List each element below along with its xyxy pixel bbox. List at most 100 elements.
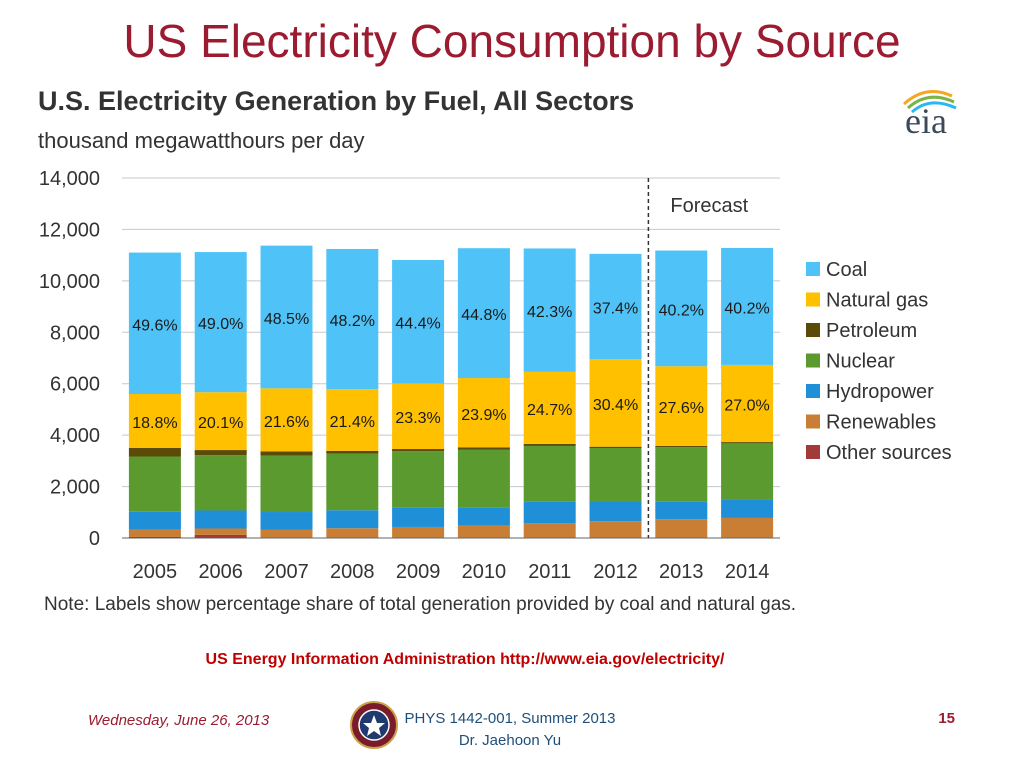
legend-label: Coal [826, 259, 867, 281]
y-tick-label: 6,000 [50, 374, 100, 396]
bar-segment [260, 512, 313, 530]
coal-share-label: 40.2% [724, 300, 769, 317]
legend-swatch [806, 384, 820, 398]
source-citation: US Energy Information Administration htt… [205, 651, 725, 668]
coal-share-label: 40.2% [659, 302, 704, 319]
y-tick-label: 8,000 [50, 322, 100, 344]
legend-swatch [806, 445, 820, 459]
x-tick-label: 2013 [659, 561, 704, 583]
coal-share-label: 44.8% [461, 307, 506, 324]
bar-segment [523, 445, 576, 502]
x-tick-label: 2007 [264, 561, 309, 583]
legend-swatch [806, 414, 820, 429]
bar-segment [589, 359, 642, 447]
bar-segment [260, 451, 313, 456]
coal-share-label: 49.0% [198, 316, 243, 333]
bar-segment [523, 523, 576, 538]
x-tick-label: 2006 [198, 561, 243, 583]
bar-segment [194, 392, 247, 451]
eia-logo-arcs [902, 90, 957, 114]
bar-segment [392, 260, 445, 384]
gas-share-label: 23.9% [461, 407, 506, 424]
footer-date: Wednesday, June 26, 2013 [88, 712, 270, 729]
bar-segment [655, 501, 708, 520]
bar-segment [326, 389, 379, 451]
legend-label: Other sources [826, 442, 952, 464]
bar-segment [457, 449, 510, 508]
bar-segment [128, 529, 181, 537]
bar-segment [392, 526, 445, 538]
bar-segment [194, 450, 247, 456]
bar-segment [589, 446, 642, 448]
bar-segment [721, 247, 774, 365]
bar-segment [589, 537, 642, 538]
instructor-name: Dr. Jaehoon Yu [458, 732, 562, 749]
y-tick-label: 12,000 [39, 219, 100, 241]
bar-segment [457, 537, 510, 538]
coal-share-label: 37.4% [593, 301, 638, 318]
bar-segment [260, 529, 313, 538]
bar-segment [392, 449, 445, 452]
y-tick-label: 0 [89, 528, 100, 550]
slide-title: US Electricity Consumption by Source [123, 15, 901, 67]
eia-logo-text: eia [905, 101, 947, 141]
bar-segment [589, 521, 642, 538]
bar-segment [721, 442, 774, 444]
bar-segment [326, 453, 379, 511]
bar-segment [655, 250, 708, 367]
bar-segment [128, 456, 181, 512]
bar-segment [457, 525, 510, 538]
x-tick-label: 2009 [396, 561, 441, 583]
legend-swatch [806, 353, 820, 368]
y-tick-label: 4,000 [50, 425, 100, 447]
bar-segment [326, 450, 379, 454]
bar-segment [194, 510, 247, 529]
legend-label: Renewables [826, 412, 936, 434]
bar-segment [194, 528, 247, 535]
footer-course: PHYS 1442-001, Summer 2013 Dr. Jaehoon Y… [380, 708, 640, 752]
eia-logo-icon: eia [886, 82, 966, 142]
y-tick-label: 2,000 [50, 477, 100, 499]
bar-segment [655, 537, 708, 538]
bar-segment [721, 499, 774, 518]
x-tick-label: 2008 [330, 561, 375, 583]
bar-segment [721, 443, 774, 500]
bar-segment [326, 510, 379, 529]
bar-segment [326, 528, 379, 538]
bar-segment [260, 245, 313, 389]
bar-segment [523, 501, 576, 524]
chart-title: U.S. Electricity Generation by Fuel, All… [38, 86, 635, 116]
x-tick-label: 2010 [462, 561, 507, 583]
legend-label: Nuclear [826, 351, 895, 373]
x-tick-label: 2011 [528, 561, 571, 583]
coal-share-label: 42.3% [527, 304, 572, 321]
bar-segment [655, 366, 708, 446]
gas-share-label: 27.0% [724, 398, 769, 415]
bar-segment [457, 248, 510, 379]
bar-segment [721, 364, 774, 443]
x-tick-label: 2005 [133, 561, 178, 583]
bar-segment [589, 253, 642, 360]
chart-note: Note: Labels show percentage share of to… [44, 594, 797, 615]
bar-segment [589, 502, 642, 522]
bar-segment [392, 451, 445, 508]
legend-swatch [806, 262, 820, 276]
bar-segment [194, 252, 247, 393]
legend-label: Hydropower [826, 381, 934, 403]
gas-share-label: 21.6% [264, 414, 309, 431]
gas-share-label: 27.6% [659, 400, 704, 417]
bar-segment [194, 455, 247, 511]
bar-segment [721, 537, 774, 538]
bar-segment [326, 248, 379, 390]
bar-segment [655, 519, 708, 538]
page-number: 15 [938, 710, 955, 727]
bar-segment [655, 445, 708, 448]
bar-segment [457, 378, 510, 448]
gas-share-label: 21.4% [330, 414, 375, 431]
gas-share-label: 23.3% [395, 410, 440, 427]
coal-share-label: 49.6% [132, 317, 177, 334]
bar-segment [128, 448, 181, 457]
bar-segment [392, 507, 445, 527]
bar-segment [260, 537, 313, 538]
bar-segment [392, 383, 445, 450]
